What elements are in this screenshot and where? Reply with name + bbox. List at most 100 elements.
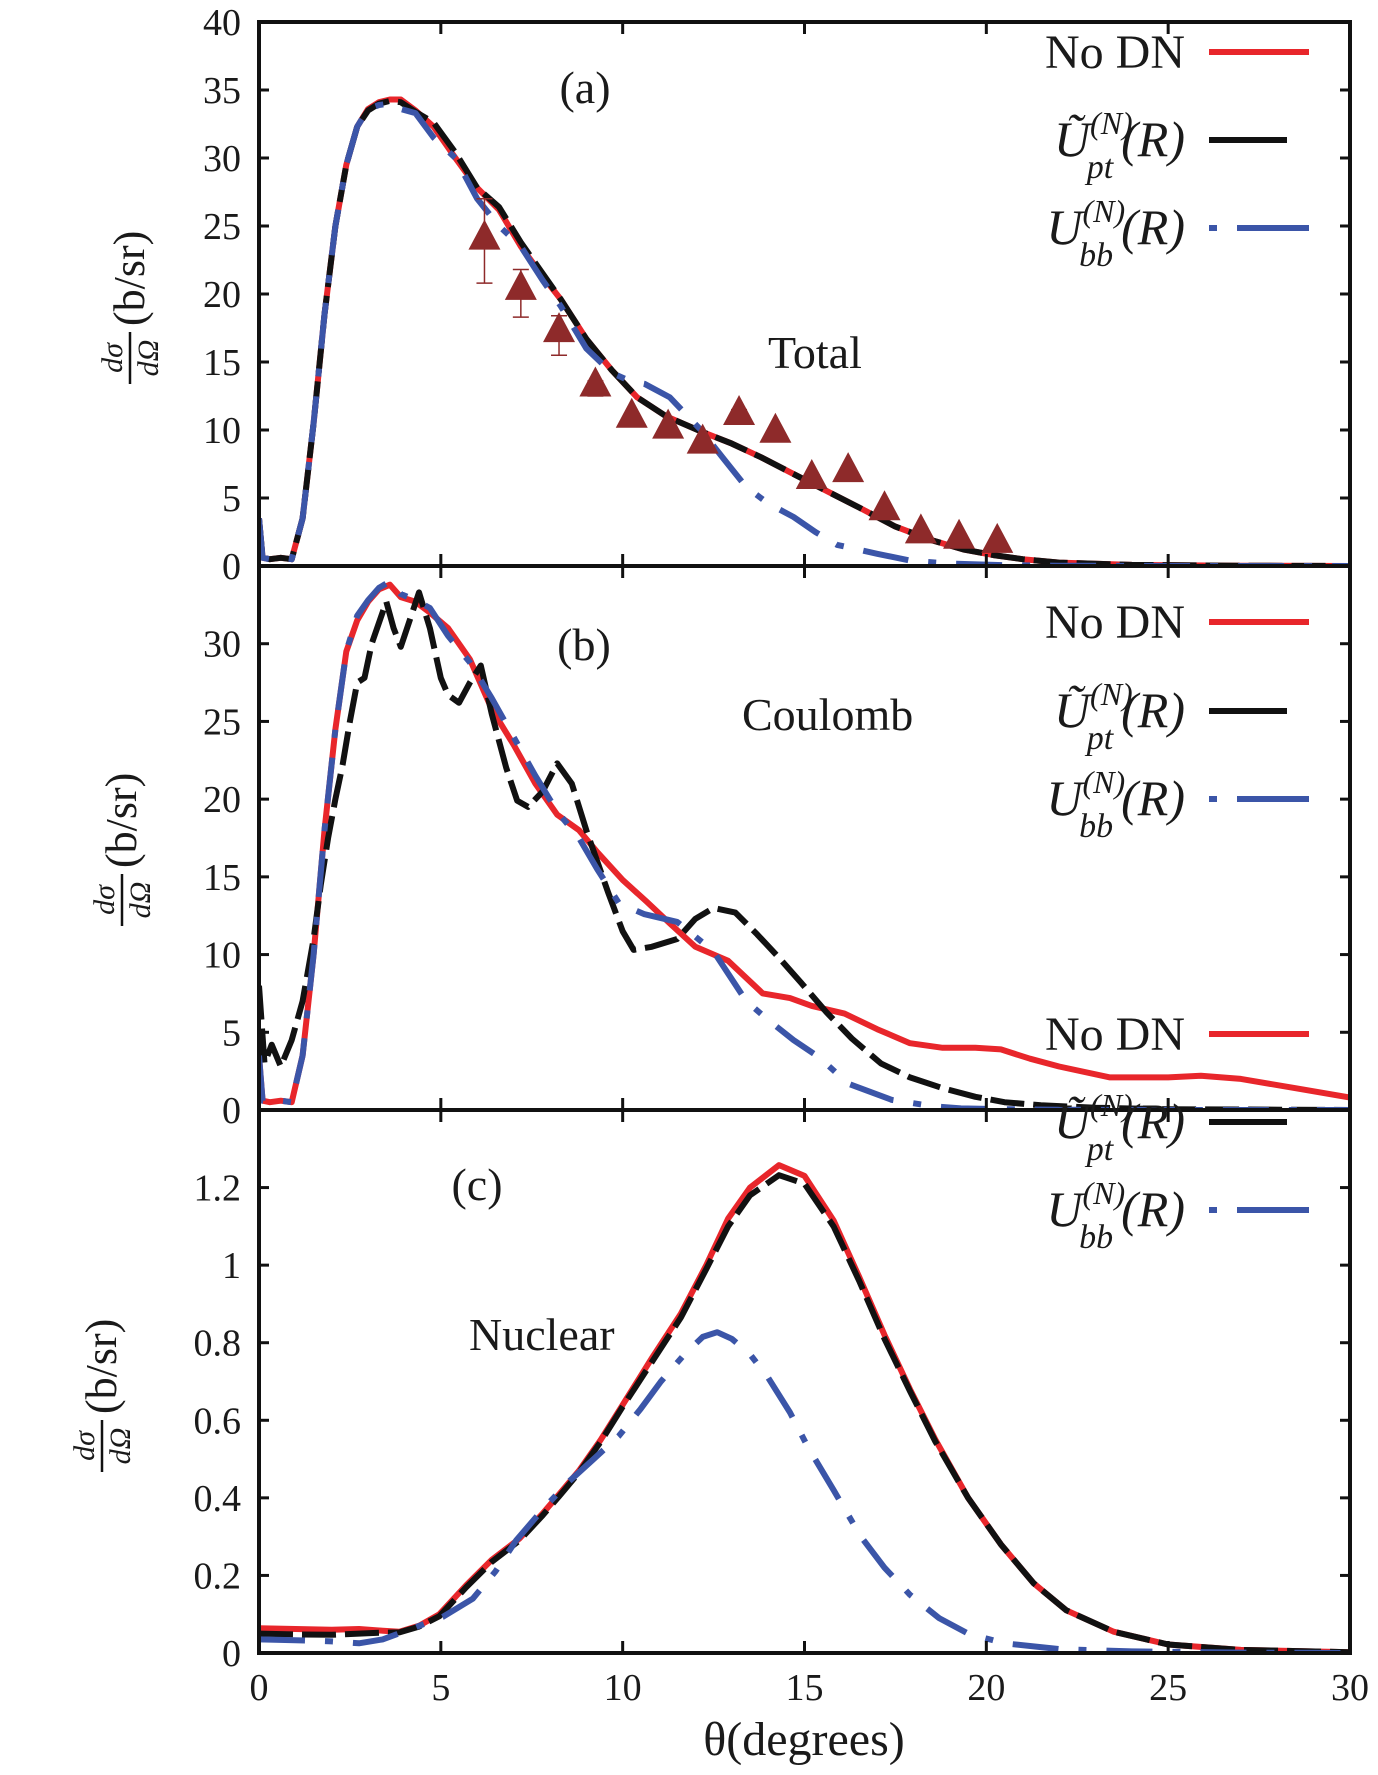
legend-label: Ũ(N) pt(R) [1054, 1087, 1185, 1168]
legend: No DN Ũ(N) pt(R)U(N) bb(R) [1045, 26, 1309, 274]
legend-entry-ubb: U(N) bb(R) [1046, 764, 1309, 845]
legend: No DN Ũ(N) pt(R)U(N) bb(R) [1045, 596, 1309, 845]
triangle-marker [504, 269, 537, 300]
data-point [943, 518, 976, 549]
y-axis-fraction-numerator: dσ [68, 1430, 101, 1461]
data-point [868, 490, 901, 521]
y-tick-label: 40 [203, 2, 241, 44]
legend-label: No DN [1045, 596, 1185, 649]
y-tick-label: 25 [203, 206, 241, 248]
series-line-upt [259, 589, 1350, 1110]
triangle-marker [832, 452, 865, 483]
data-point [468, 198, 501, 284]
legend-label: Ũ(N) pt(R) [1054, 105, 1185, 186]
legend-entry-upt: Ũ(N) pt(R) [1054, 105, 1287, 186]
series-line-ubb [259, 1329, 1350, 1653]
x-tick-label: 25 [1149, 1667, 1187, 1709]
legend-entry-upt: Ũ(N) pt(R) [1054, 676, 1287, 757]
data-point [759, 412, 792, 443]
triangle-marker [904, 513, 937, 544]
y-axis-fraction-numerator: dσ [96, 342, 129, 373]
series-line-upt [259, 97, 1350, 566]
y-tick-label: 20 [203, 779, 241, 821]
data-point [504, 268, 537, 318]
y-tick-label: 0 [222, 546, 241, 588]
y-tick-label: 5 [222, 478, 241, 520]
y-tick-label: 20 [203, 274, 241, 316]
legend-entry-upt: Ũ(N) pt(R) [1054, 1087, 1287, 1168]
x-tick-label: 15 [786, 1667, 824, 1709]
series-line-no_dn [259, 1162, 1350, 1653]
triangle-marker [579, 366, 612, 397]
y-axis-unit: (b/sr) [97, 773, 146, 868]
y-tick-label: 10 [203, 935, 241, 977]
y-axis-fraction-denominator: dΩ [124, 882, 157, 919]
panel-annotation: Coulomb [742, 689, 913, 740]
legend-label: U(N) bb(R) [1046, 764, 1185, 845]
y-axis-fraction-numerator: dσ [88, 884, 121, 915]
data-point [579, 366, 612, 397]
legend-entry-ubb: U(N) bb(R) [1046, 193, 1309, 274]
legend-label: Ũ(N) pt(R) [1054, 676, 1185, 757]
panel-a: 0 5 10 15 20 25 30 35 40 (a) Total dσ dΩ (b/sr) No DN Ũ… [96, 2, 1352, 588]
y-tick-label: 0.8 [194, 1323, 242, 1365]
panel-label: (a) [559, 62, 610, 113]
panel-label: (c) [451, 1159, 502, 1210]
series-line-no_dn [259, 581, 1350, 1106]
series-line-ubb [259, 100, 1350, 566]
y-axis-title: dσ dΩ (b/sr) [68, 1319, 137, 1472]
series-line-upt [259, 1172, 1350, 1653]
panel-c: 0 0.2 0.4 0.6 0.8 1 1.2 (c) Nuclear dσ dΩ (b/sr) No … [68, 1008, 1352, 1675]
triangle-marker [686, 423, 719, 454]
legend-label: No DN [1045, 26, 1185, 79]
triangle-marker [652, 408, 685, 439]
y-tick-label: 0 [222, 1633, 241, 1675]
y-tick-label: 30 [203, 624, 241, 666]
y-tick-label: 0 [222, 1090, 241, 1132]
plot-frame [257, 564, 1352, 1112]
legend-label: U(N) bb(R) [1046, 1175, 1185, 1256]
series-line-ubb [259, 578, 1350, 1110]
y-tick-label: 1 [222, 1245, 241, 1287]
triangle-marker [981, 522, 1014, 553]
panel-b: 0 5 10 15 20 25 30 (b) Coulomb dσ dΩ (b/sr) No DN Ũ(N… [88, 564, 1352, 1132]
triangle-marker [759, 412, 792, 443]
triangle-marker [868, 490, 901, 521]
x-tick-label: 20 [967, 1667, 1005, 1709]
y-tick-label: 35 [203, 70, 241, 112]
data-point [904, 513, 937, 544]
y-tick-label: 0.4 [194, 1478, 242, 1520]
y-tick-label: 15 [203, 857, 241, 899]
y-tick-label: 25 [203, 701, 241, 743]
legend-entry-no_dn: No DN [1045, 1008, 1309, 1061]
data-point [652, 408, 685, 439]
y-axis-title: dσ dΩ (b/sr) [96, 231, 165, 384]
panel-annotation: Total [768, 327, 862, 378]
data-point [686, 423, 719, 454]
x-axis-title: θ(degrees) [703, 1713, 905, 1766]
x-tick-label: 5 [431, 1667, 450, 1709]
y-tick-label: 30 [203, 138, 241, 180]
panel-label: (b) [557, 619, 611, 670]
legend-entry-ubb: U(N) bb(R) [1046, 1175, 1309, 1256]
y-axis-fraction-denominator: dΩ [104, 1428, 137, 1465]
y-tick-label: 5 [222, 1012, 241, 1054]
data-point [832, 452, 865, 483]
y-axis-unit: (b/sr) [105, 231, 154, 326]
y-tick-label: 0.6 [194, 1400, 242, 1442]
y-tick-label: 15 [203, 342, 241, 384]
triangle-marker [615, 397, 648, 428]
triangle-marker [543, 312, 576, 343]
y-axis-title: dσ dΩ (b/sr) [88, 773, 157, 926]
x-tick-labels: 0 5 10 15 20 25 30 [250, 1667, 1370, 1709]
y-tick-label: 10 [203, 410, 241, 452]
legend-entry-no_dn: No DN [1045, 596, 1309, 649]
data-point [795, 458, 828, 489]
data-point [543, 312, 576, 356]
triangle-marker [723, 395, 756, 426]
plot-frame [257, 1108, 1352, 1655]
legend-label: No DN [1045, 1008, 1185, 1061]
data-point [981, 522, 1014, 553]
